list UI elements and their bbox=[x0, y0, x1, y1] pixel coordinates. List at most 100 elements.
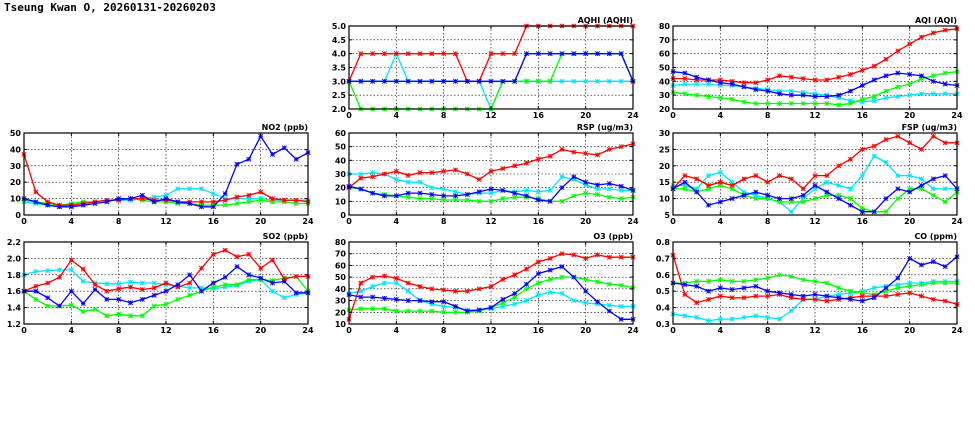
data-point bbox=[571, 51, 577, 57]
data-point bbox=[535, 156, 541, 162]
data-point bbox=[930, 176, 936, 182]
data-point bbox=[358, 280, 364, 286]
data-point bbox=[281, 197, 287, 203]
data-point bbox=[883, 285, 889, 291]
data-point bbox=[824, 77, 830, 83]
data-point bbox=[930, 192, 936, 198]
data-point bbox=[80, 300, 86, 307]
data-point bbox=[788, 308, 794, 314]
data-point bbox=[441, 186, 447, 192]
data-point bbox=[452, 303, 459, 309]
data-point bbox=[547, 51, 553, 57]
data-point bbox=[187, 292, 193, 298]
data-point bbox=[139, 296, 145, 302]
data-point bbox=[393, 193, 399, 199]
data-point bbox=[139, 287, 145, 293]
y-tick-label: 60 bbox=[335, 129, 347, 138]
x-tick-label: 0 bbox=[21, 217, 27, 226]
data-point bbox=[741, 285, 747, 291]
data-point bbox=[381, 193, 388, 199]
data-point bbox=[729, 182, 735, 188]
y-tick-label: 10 bbox=[335, 197, 347, 206]
data-point bbox=[930, 73, 936, 79]
data-point bbox=[800, 76, 806, 82]
data-point bbox=[694, 176, 700, 182]
data-point bbox=[258, 275, 264, 281]
data-point bbox=[594, 252, 601, 258]
data-point bbox=[393, 296, 399, 302]
data-point bbox=[918, 73, 925, 79]
data-point bbox=[45, 303, 51, 309]
x-tick-label: 16 bbox=[208, 326, 220, 335]
data-point bbox=[753, 196, 759, 202]
data-point bbox=[198, 204, 205, 210]
data-point bbox=[187, 272, 193, 278]
y-tick-label: 4.5 bbox=[332, 36, 347, 45]
data-point bbox=[594, 186, 601, 192]
data-point bbox=[500, 51, 506, 57]
data-point bbox=[198, 186, 205, 192]
data-point bbox=[942, 81, 948, 87]
data-point bbox=[871, 153, 877, 159]
data-point bbox=[358, 306, 364, 312]
data-point bbox=[547, 267, 553, 273]
data-point bbox=[80, 309, 86, 315]
y-tick-label: 20 bbox=[659, 162, 671, 171]
data-point bbox=[464, 78, 470, 84]
data-point bbox=[512, 291, 518, 297]
data-point bbox=[547, 289, 553, 295]
data-point bbox=[812, 100, 818, 106]
x-tick-label: 24 bbox=[951, 326, 963, 335]
x-tick-label: 16 bbox=[857, 217, 869, 226]
data-point bbox=[824, 100, 830, 106]
data-point bbox=[523, 298, 530, 304]
data-point bbox=[269, 257, 276, 263]
page-title: Tseung Kwan O, 20260131-20260203 bbox=[4, 1, 216, 14]
data-point bbox=[583, 51, 589, 57]
y-tick-label: 30 bbox=[335, 297, 347, 306]
x-tick-label: 12 bbox=[809, 217, 820, 226]
x-tick-label: 12 bbox=[160, 326, 171, 335]
data-point bbox=[682, 282, 688, 288]
data-point bbox=[116, 286, 122, 292]
data-point bbox=[417, 51, 423, 57]
data-point bbox=[370, 306, 376, 312]
data-point bbox=[547, 198, 553, 204]
data-point bbox=[488, 78, 494, 84]
data-point bbox=[452, 189, 459, 195]
data-point bbox=[464, 308, 470, 314]
data-point bbox=[583, 255, 589, 261]
data-point bbox=[45, 268, 51, 274]
data-point bbox=[942, 186, 948, 192]
data-point bbox=[417, 170, 423, 176]
data-point bbox=[907, 283, 913, 289]
data-point bbox=[33, 189, 39, 195]
data-point bbox=[441, 299, 447, 305]
data-point bbox=[393, 308, 399, 314]
data-point bbox=[776, 73, 783, 79]
y-tick-label: 20 bbox=[335, 308, 347, 317]
data-point bbox=[405, 51, 411, 57]
data-point bbox=[381, 306, 388, 312]
data-point bbox=[883, 95, 889, 101]
data-point bbox=[753, 173, 759, 179]
data-point bbox=[594, 299, 601, 305]
data-point bbox=[500, 196, 506, 202]
data-point bbox=[583, 150, 589, 157]
data-point bbox=[116, 311, 122, 317]
data-point bbox=[559, 78, 565, 84]
data-point bbox=[930, 280, 936, 286]
data-point bbox=[547, 255, 553, 261]
data-point bbox=[358, 288, 364, 294]
data-point bbox=[824, 293, 830, 299]
data-point bbox=[717, 169, 723, 175]
data-point bbox=[151, 280, 157, 286]
y-tick-label: 30 bbox=[10, 162, 22, 171]
data-point bbox=[116, 296, 122, 302]
data-point bbox=[606, 194, 612, 200]
x-tick-label: 8 bbox=[116, 217, 122, 226]
data-point bbox=[729, 316, 735, 322]
data-point bbox=[847, 196, 854, 202]
data-point bbox=[405, 190, 411, 196]
data-point bbox=[847, 71, 854, 77]
